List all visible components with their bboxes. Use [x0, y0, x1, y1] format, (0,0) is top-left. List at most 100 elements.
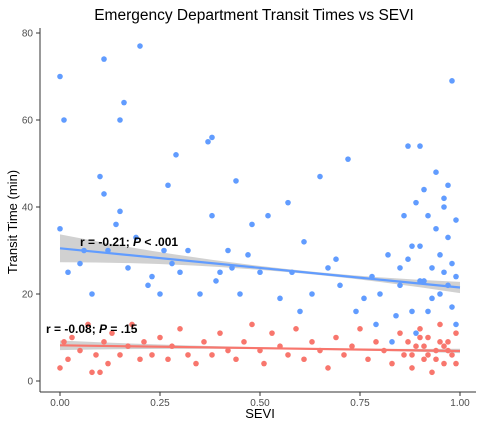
data-point: [97, 369, 103, 376]
data-point: [177, 269, 183, 276]
annotations: r = -0.21; P < .001 r = -0.08; P = .15: [46, 235, 178, 336]
data-point: [77, 347, 83, 354]
data-point: [421, 186, 427, 193]
data-point: [57, 73, 63, 80]
data-point: [77, 260, 83, 267]
data-point: [433, 225, 439, 232]
data-point: [257, 269, 263, 276]
data-point: [249, 221, 255, 228]
data-point: [441, 343, 447, 350]
data-point: [133, 234, 139, 241]
data-point: [185, 247, 191, 254]
data-point: [165, 356, 171, 363]
data-point: [425, 308, 431, 315]
axes: 0.00 0.25 0.50 0.75 1.00 0 20 40 60 80: [22, 28, 476, 409]
data-point: [453, 217, 459, 223]
data-point: [309, 339, 315, 345]
data-point: [205, 138, 211, 145]
data-point: [149, 352, 155, 358]
data-point: [65, 356, 71, 363]
x-tick-label: 0.50: [250, 398, 270, 409]
data-point: [285, 199, 291, 206]
data-point: [97, 173, 103, 180]
data-point: [377, 291, 383, 297]
data-point: [421, 343, 427, 350]
data-point: [361, 295, 367, 302]
data-point: [433, 169, 439, 175]
data-point: [113, 221, 119, 228]
x-tick-label: 0.25: [150, 398, 170, 409]
data-point: [429, 265, 435, 271]
correlation-label-0: r = -0.21; P < .001: [80, 235, 178, 249]
data-point: [401, 212, 407, 219]
data-point: [129, 321, 135, 328]
data-point: [225, 347, 231, 354]
data-point: [441, 195, 447, 202]
data-point: [157, 334, 163, 341]
data-point: [145, 282, 151, 289]
data-point: [425, 352, 431, 358]
data-point: [117, 352, 123, 358]
data-point: [165, 182, 171, 189]
data-point: [445, 234, 451, 241]
x-axis-title: SEVI: [245, 406, 275, 421]
x-tick-label: 0.75: [350, 398, 370, 409]
data-point: [61, 117, 67, 123]
data-point: [325, 265, 331, 271]
data-point: [437, 339, 443, 345]
data-point: [69, 334, 75, 341]
data-point: [449, 260, 455, 267]
data-point: [169, 260, 175, 267]
data-point: [349, 343, 355, 350]
data-point: [157, 291, 163, 297]
data-point: [325, 365, 331, 371]
data-point: [397, 265, 403, 271]
data-point: [233, 356, 239, 363]
data-point: [217, 269, 223, 276]
data-point: [197, 291, 203, 297]
data-point: [385, 252, 391, 258]
data-point: [101, 191, 107, 197]
data-point: [161, 247, 167, 254]
data-point: [437, 291, 443, 297]
data-point: [453, 273, 459, 280]
data-point: [317, 173, 323, 180]
data-point: [405, 339, 411, 345]
data-point: [337, 282, 343, 289]
y-tick-label: 0: [27, 377, 33, 388]
data-point: [405, 143, 411, 149]
data-point: [409, 308, 415, 315]
data-point: [357, 326, 363, 332]
data-point: [173, 152, 179, 158]
trend-line-0: [59, 247, 461, 289]
data-point: [417, 143, 423, 149]
data-point: [441, 204, 447, 210]
data-point: [373, 321, 379, 328]
data-point: [417, 334, 423, 341]
data-point: [345, 156, 351, 162]
data-point: [141, 339, 147, 345]
data-point: [117, 117, 123, 123]
x-tick-label: 1.00: [450, 398, 470, 409]
data-point: [101, 56, 107, 62]
data-point: [269, 330, 275, 336]
data-point: [241, 339, 247, 345]
data-point: [89, 369, 95, 376]
data-point: [193, 360, 199, 367]
data-point: [429, 369, 435, 376]
data-point: [413, 343, 419, 350]
data-points: [57, 43, 459, 376]
data-point: [209, 212, 215, 219]
y-tick-label: 40: [22, 203, 34, 214]
data-point: [333, 256, 339, 263]
data-point: [201, 339, 207, 345]
data-point: [449, 352, 455, 358]
data-point: [249, 321, 255, 328]
data-point: [137, 43, 143, 49]
data-point: [177, 326, 183, 332]
data-point: [185, 352, 191, 358]
data-point: [441, 269, 447, 276]
data-point: [353, 308, 359, 315]
data-point: [301, 356, 307, 363]
data-point: [261, 360, 267, 367]
